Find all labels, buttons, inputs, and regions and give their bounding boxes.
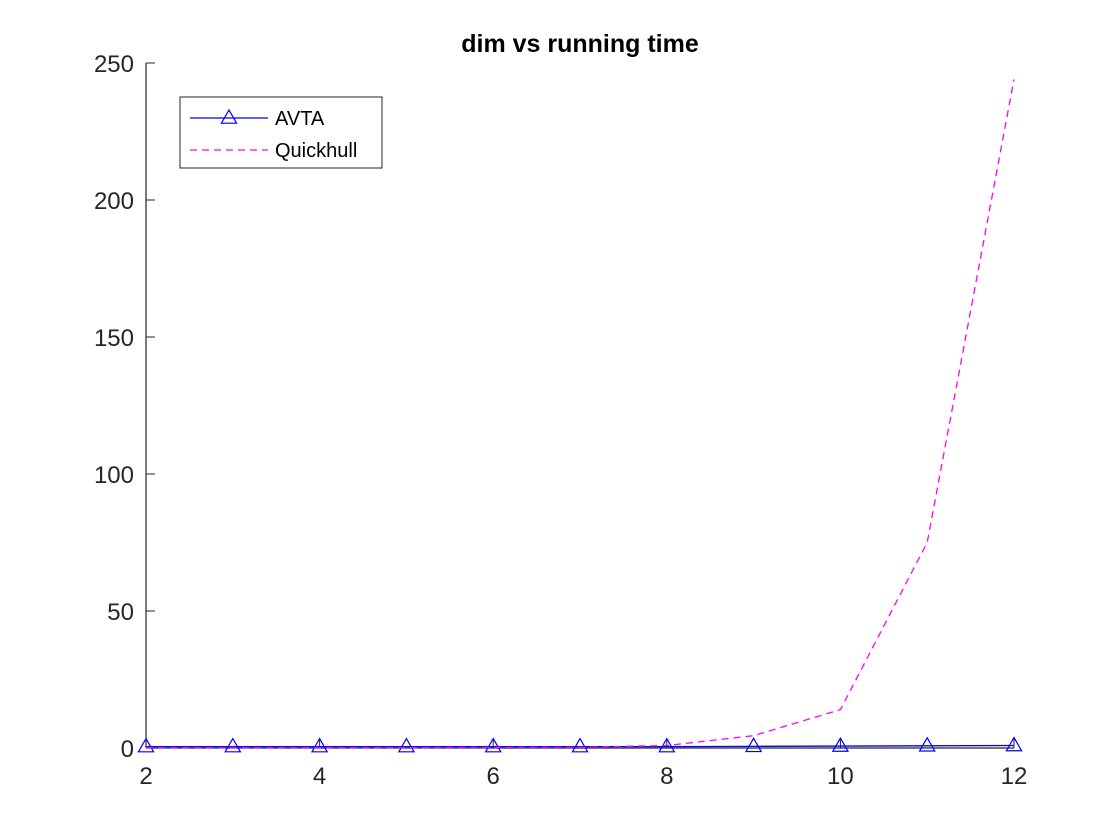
data-point-marker xyxy=(484,737,502,753)
legend-item-avta: AVTA xyxy=(190,108,325,130)
chart-title: dim vs running time xyxy=(461,30,699,58)
legend-label: Quickhull xyxy=(275,140,357,162)
y-tick-label: 100 xyxy=(94,462,134,489)
axes: 2 4 6 8 10 12 0 50 100 150 200 250 xyxy=(94,51,1027,790)
y-tick-label: 50 xyxy=(107,599,134,626)
x-tick-label: 6 xyxy=(487,763,500,790)
legend-label: AVTA xyxy=(275,108,325,130)
y-tick-label: 150 xyxy=(94,325,134,352)
legend: AVTA Quickhull xyxy=(179,96,383,169)
series-quickhull xyxy=(146,79,1015,749)
y-tick-label: 200 xyxy=(94,188,134,215)
x-tick-label: 4 xyxy=(313,763,326,790)
y-tick-label: 250 xyxy=(94,51,134,78)
data-point-marker xyxy=(744,737,763,753)
data-point-marker xyxy=(137,737,155,753)
x-tick-label: 10 xyxy=(827,763,854,790)
x-tick-label: 12 xyxy=(1001,763,1028,790)
data-point-marker xyxy=(397,737,416,753)
x-tick-label: 8 xyxy=(660,763,673,790)
x-tick-label: 2 xyxy=(139,763,152,790)
data-point-marker xyxy=(571,737,589,753)
series-layer xyxy=(137,79,1023,753)
series-line-quickhull xyxy=(146,79,1015,749)
legend-item-quickhull: Quickhull xyxy=(190,140,357,162)
data-point-marker xyxy=(831,736,850,752)
data-point-marker xyxy=(224,737,242,753)
data-point-marker xyxy=(310,737,329,753)
data-point-marker xyxy=(918,736,936,752)
legend-marker xyxy=(220,108,238,124)
y-tick-label: 0 xyxy=(121,736,134,763)
data-point-marker xyxy=(1005,736,1023,752)
legend-box xyxy=(179,96,383,169)
